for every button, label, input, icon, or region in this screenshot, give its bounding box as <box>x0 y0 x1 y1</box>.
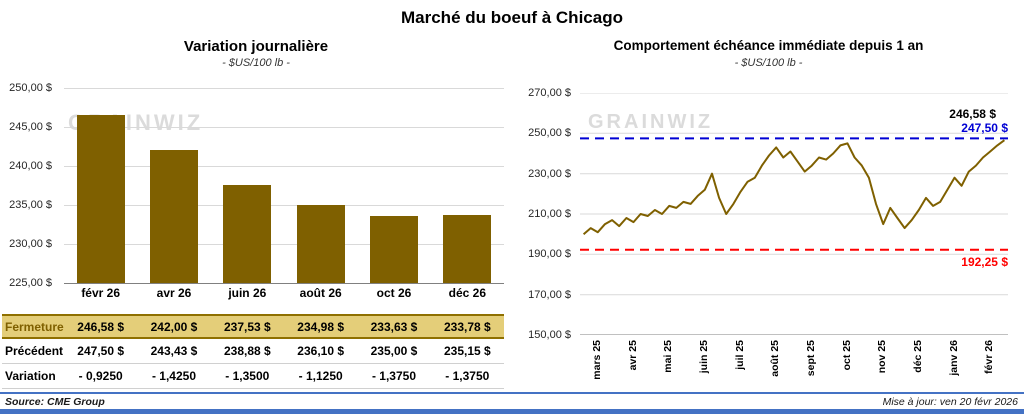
y-tick-label: 240,00 $ <box>9 160 52 172</box>
row-label-fermeture: Fermeture <box>5 319 64 334</box>
bar-4 <box>296 205 345 283</box>
y-tick-label: 225,00 $ <box>9 277 52 289</box>
bar-y-axis: 250,00 $ 245,00 $ 240,00 $ 235,00 $ 230,00 $… <box>2 82 58 289</box>
x-month-label: févr 26 <box>983 340 996 374</box>
gridline <box>64 205 504 206</box>
y-tick-label: 230,00 $ <box>9 238 52 250</box>
cell-precedent-6: 235,15 $ <box>443 344 491 358</box>
x-month-label: janv 26 <box>947 340 960 376</box>
cell-precedent-4: 236,10 $ <box>297 344 345 358</box>
table-row-fermeture: Fermeture 246,58 $ 242,00 $ 237,53 $ 234… <box>2 314 504 339</box>
x-category-label: avr 26 <box>156 286 192 300</box>
y-tick-label: 250,00 $ <box>528 127 571 140</box>
cell-precedent-1: 247,50 $ <box>77 344 125 358</box>
resistance-label: 247,50 $ <box>961 121 1008 136</box>
line-y-axis: 270,00 $ 250,00 $ 230,00 $ 210,00 $ 190,00 $… <box>517 87 575 341</box>
x-month-label: sept 25 <box>804 340 817 377</box>
gridline <box>64 127 504 128</box>
y-tick-label: 250,00 $ <box>9 82 52 94</box>
x-axis-line <box>64 283 504 284</box>
x-category-label: oct 26 <box>376 286 412 300</box>
cell-variation-3: - 1,3500 <box>225 369 270 383</box>
footer-divider <box>0 392 1024 394</box>
cell-fermeture-3: 237,53 $ <box>223 319 271 334</box>
table-row-variation: Variation - 0,9250 - 1,4250 - 1,3500 - 1… <box>2 364 504 389</box>
x-category-label: févr 26 <box>81 286 121 300</box>
line-x-axis: mars 25 avr 25 mai 25 juin 25 juil 25 août 25… <box>580 338 1008 394</box>
price-line <box>582 139 1005 235</box>
gridline <box>64 166 504 167</box>
bar-5 <box>370 215 418 283</box>
page-title: Marché du boeuf à Chicago <box>401 8 623 27</box>
line-chart-title: Comportement échéance immédiate depuis 1… <box>613 38 924 53</box>
support-label: 192,25 $ <box>961 254 1008 269</box>
y-tick-label: 235,00 $ <box>9 199 52 211</box>
cell-variation-1: - 0,9250 <box>78 369 123 383</box>
line-chart-subtitle: - $US/100 lb - <box>734 57 803 69</box>
cell-fermeture-4: 234,98 $ <box>297 319 345 334</box>
cell-fermeture-5: 233,63 $ <box>370 319 418 334</box>
cell-variation-6: - 1,3750 <box>445 369 490 383</box>
price-table: Fermeture 246,58 $ 242,00 $ 237,53 $ 234… <box>2 314 504 389</box>
bar-x-axis: févr 26 avr 26 juin 26 août 26 oct 26 déc 26 <box>64 286 504 304</box>
y-tick-label: 245,00 $ <box>9 121 52 133</box>
row-label-variation: Variation <box>5 369 56 383</box>
line-plot-svg <box>580 93 1008 335</box>
daily-variation-panel: Variation journalière - $US/100 lb - 250… <box>2 38 510 394</box>
y-tick-label: 150,00 $ <box>528 329 571 341</box>
line-plot: GRAINWIZ 246,58 $ 247,50 $ 192,25 $ <box>580 93 1008 335</box>
cell-variation-4: - 1,1250 <box>298 369 343 383</box>
updated-text: Mise à jour: ven 20 févr 2026 <box>882 396 1018 408</box>
cell-fermeture-1: 246,58 $ <box>77 319 125 334</box>
y-tick-label: 210,00 $ <box>528 208 571 220</box>
x-month-label: oct 25 <box>840 340 853 371</box>
watermark-logo: GRAINWIZ <box>588 111 714 133</box>
x-month-label: août 25 <box>769 340 782 377</box>
bar-chart-subtitle: - $US/100 lb - <box>222 57 290 69</box>
bar-chart-title: Variation journalière <box>183 38 329 55</box>
bar-2 <box>150 150 198 283</box>
bar-1 <box>76 114 125 283</box>
bar-6 <box>443 214 492 283</box>
cell-precedent-3: 238,88 $ <box>223 344 271 358</box>
x-category-label: déc 26 <box>448 286 486 300</box>
cell-fermeture-2: 242,00 $ <box>150 319 198 334</box>
bar-plot: GRAINWIZ <box>64 88 504 284</box>
cell-variation-5: - 1,3750 <box>371 369 417 383</box>
source-text: Source: CME Group <box>5 396 105 408</box>
x-month-label: juil 25 <box>733 340 746 370</box>
y-tick-label: 270,00 $ <box>528 87 571 99</box>
x-category-label: août 26 <box>299 286 342 300</box>
gridline <box>64 244 504 245</box>
cell-variation-2: - 1,4250 <box>151 369 197 383</box>
y-tick-label: 230,00 $ <box>528 167 571 180</box>
x-month-label: juin 25 <box>697 340 710 374</box>
x-month-label: mai 25 <box>662 340 675 373</box>
x-month-label: avr 25 <box>626 340 639 371</box>
last-price-label: 246,58 $ <box>949 107 996 122</box>
gridline <box>64 88 504 89</box>
x-category-label: juin 26 <box>228 286 267 300</box>
y-tick-label: 190,00 $ <box>528 248 571 261</box>
cell-precedent-2: 243,43 $ <box>150 344 198 358</box>
table-row-precedent: Précédent 247,50 $ 243,43 $ 238,88 $ 236… <box>2 339 504 364</box>
row-label-precedent: Précédent <box>5 344 64 358</box>
y-tick-label: 170,00 $ <box>528 288 571 301</box>
x-month-label: mars 25 <box>590 340 603 380</box>
bar-3 <box>223 185 272 283</box>
cell-precedent-5: 235,00 $ <box>370 344 418 358</box>
cell-fermeture-6: 233,78 $ <box>443 319 491 334</box>
front-month-panel: Comportement échéance immédiate depuis 1… <box>515 38 1022 394</box>
footer-accent-bar <box>0 409 1024 414</box>
x-month-label: nov 25 <box>876 340 889 374</box>
x-month-label: déc 25 <box>911 340 924 373</box>
